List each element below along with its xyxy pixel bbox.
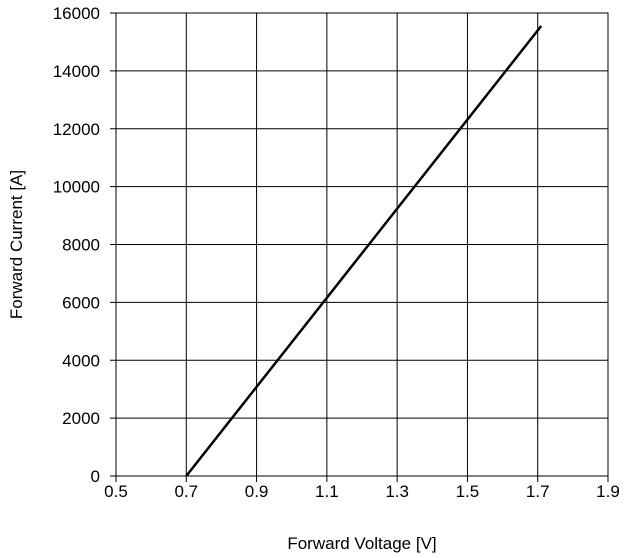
y-axis: 0 2000 4000 6000 8000 10000 12000 14000 16000 <box>53 4 116 486</box>
y-tick-label: 12000 <box>53 120 100 139</box>
x-tick-label: 0.7 <box>174 482 198 501</box>
x-tick-label: 1.1 <box>315 482 339 501</box>
x-tick-label: 1.7 <box>526 482 550 501</box>
plot-frame <box>115 12 609 477</box>
forward-characteristic-line <box>185 25 543 477</box>
x-axis-label: Forward Voltage [V] <box>287 534 436 553</box>
x-axis: 0.5 0.7 0.9 1.1 1.3 1.5 1.7 1.9 <box>104 476 620 501</box>
x-tick-label: 1.5 <box>456 482 480 501</box>
x-tick-label: 0.9 <box>245 482 269 501</box>
y-tick-label: 16000 <box>53 4 100 23</box>
y-tick-label: 6000 <box>62 293 100 312</box>
y-tick-label: 2000 <box>62 409 100 428</box>
x-tick-label: 1.9 <box>596 482 620 501</box>
y-tick-label: 14000 <box>53 62 100 81</box>
series-layer <box>185 25 543 477</box>
x-tick-label: 1.3 <box>385 482 409 501</box>
y-tick-label: 0 <box>91 467 100 486</box>
y-axis-label: Forward Current [A] <box>7 170 26 319</box>
y-tick-label: 8000 <box>62 236 100 255</box>
y-tick-label: 10000 <box>53 178 100 197</box>
x-tick-label: 0.5 <box>104 482 128 501</box>
grid <box>115 12 609 477</box>
y-tick-label: 4000 <box>62 351 100 370</box>
